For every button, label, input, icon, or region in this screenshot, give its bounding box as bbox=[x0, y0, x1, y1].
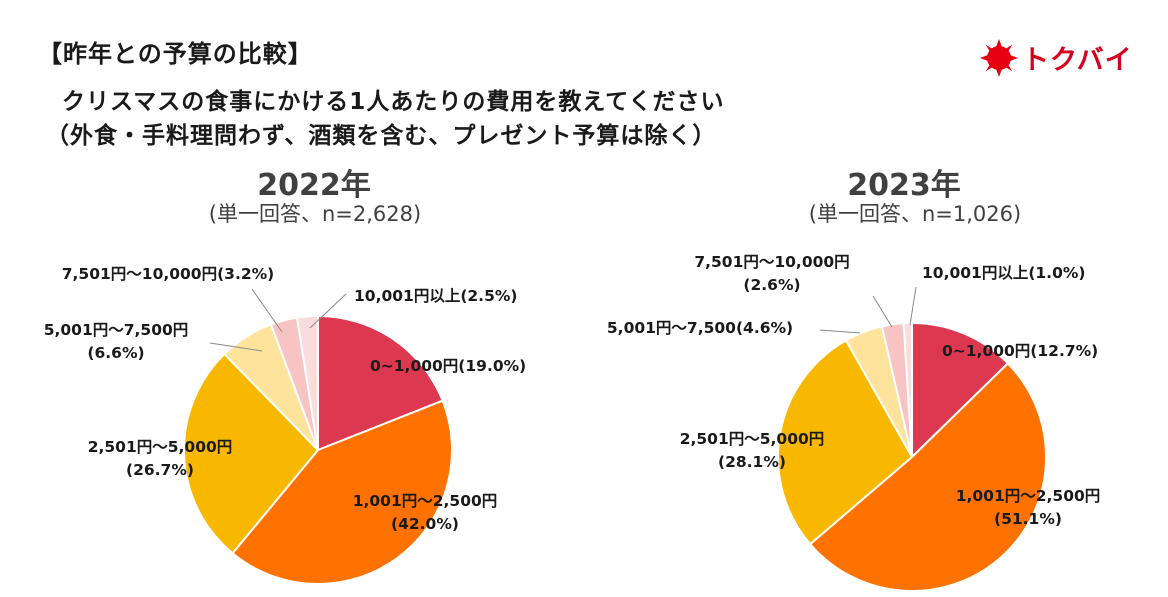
tokubai-logo: トクバイ bbox=[980, 38, 1133, 77]
slice-label-2022-1001-2500: 1,001円～2,500円(42.0%) bbox=[353, 492, 498, 533]
slice-label-2022-5001-7500: 5,001円～7,500円(6.6%) bbox=[44, 321, 189, 362]
slice-label-2023-7501-10000: 7,501円～10,000円(2.6%) bbox=[694, 253, 849, 294]
chart-subtitle-2022: (単一回答、n=2,628) bbox=[208, 202, 422, 226]
chart-subtitle-2023: (単一回答、n=1,026) bbox=[808, 202, 1022, 226]
leader-line-2023-5001-7500 bbox=[819, 329, 861, 334]
slice-label-2022-0-1000: 0~1,000円(19.0%) bbox=[370, 357, 526, 375]
sun-logo-icon bbox=[980, 38, 1018, 77]
leader-line-2022-5001-7500 bbox=[209, 342, 263, 352]
chart-title-2023: 2023年 bbox=[847, 168, 961, 203]
question-line-2: （外食・手料理問わず、酒類を含む、プレゼント予算は除く） bbox=[46, 123, 717, 149]
leader-line-2022-7501-10000 bbox=[251, 288, 283, 333]
slice-label-2022-7501-10000: 7,501円～10,000円(3.2%) bbox=[62, 265, 275, 283]
pie-slice-2023-0-1000 bbox=[911, 321, 1010, 460]
pie-slice-2022-0-1000 bbox=[317, 314, 444, 452]
leader-line-2022-10001-plus bbox=[309, 293, 347, 329]
slice-label-2023-0-1000: 0~1,000円(12.7%) bbox=[942, 342, 1098, 360]
slice-label-2023-10001-plus: 10,001円以上(1.0%) bbox=[922, 264, 1085, 282]
slice-label-2023-5001-7500: 5,001円～7,500(4.6%) bbox=[607, 319, 793, 337]
chart-title-2022: 2022年 bbox=[257, 168, 371, 203]
section-title: 【昨年との予算の比較】 bbox=[38, 40, 313, 68]
leader-line-2023-10001-plus bbox=[909, 286, 917, 326]
pie-slice-2022-10001-plus bbox=[295, 314, 319, 451]
pie-slice-2023-2501-5000 bbox=[777, 338, 914, 546]
slice-label-2022-10001-plus: 10,001円以上(2.5%) bbox=[354, 287, 517, 305]
pie-slice-2022-2501-5000 bbox=[183, 352, 320, 555]
leader-line-2023-7501-10000 bbox=[872, 295, 893, 328]
slice-label-2022-2501-5000: 2,501円～5,000円(26.7%) bbox=[88, 438, 233, 479]
slice-label-2023-2501-5000: 2,501円～5,000円(28.1%) bbox=[680, 430, 825, 471]
logo-text: トクバイ bbox=[1022, 45, 1133, 76]
pie-slice-2023-1001-2500 bbox=[808, 361, 1048, 593]
pie-slice-2023-10001-plus bbox=[902, 321, 913, 458]
pie-slice-2022-1001-2500 bbox=[231, 399, 453, 585]
question-line-1: クリスマスの食事にかける1人あたりの費用を教えてください bbox=[62, 89, 725, 115]
slice-label-2023-1001-2500: 1,001円～2,500円(51.1%) bbox=[956, 487, 1101, 528]
